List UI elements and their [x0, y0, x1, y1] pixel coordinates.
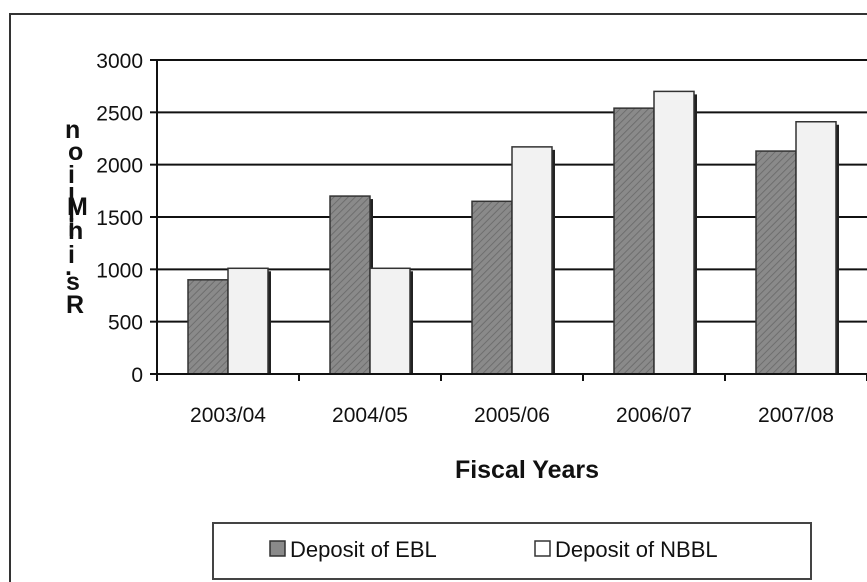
y-tick-label: 1500: [96, 207, 143, 230]
x-tick-label: 2004/05: [332, 404, 408, 427]
x-tick-label: 2003/04: [190, 404, 266, 427]
y-tick-label: 3000: [96, 50, 143, 73]
y-axis-title-glyph: l: [68, 200, 75, 228]
y-axis-title-glyph: i: [68, 214, 75, 242]
x-tick-label: 2005/06: [474, 404, 550, 427]
y-tick-label: 2000: [96, 155, 143, 178]
y-axis-title-glyph: i: [68, 161, 75, 189]
bar: [795, 121, 837, 375]
legend-swatch: [534, 540, 551, 557]
legend-label: Deposit of EBL: [290, 537, 437, 562]
y-axis-title-glyph: R: [66, 291, 84, 319]
bar: [187, 279, 229, 375]
bar: [511, 146, 553, 375]
y-tick-labels: 0 500 1000 1500 2000 2500 3000: [96, 50, 143, 387]
legend: Deposit of EBL Deposit of NBBL: [212, 522, 812, 580]
bar: [369, 267, 411, 375]
y-axis-title-glyph: .: [65, 253, 72, 281]
y-axis-title-glyph: M: [67, 193, 88, 221]
x-tick-labels: 2003/04 2004/05 2005/06 2006/07 2007/08: [190, 404, 834, 427]
legend-swatch: [269, 540, 286, 557]
y-axis-title-glyph: n: [68, 217, 83, 245]
y-axis-title-glyph: o: [68, 138, 83, 166]
legend-box: [212, 522, 812, 580]
y-tick-label: 1000: [96, 259, 143, 282]
bar: [653, 90, 695, 375]
y-tick-label: 500: [108, 312, 143, 335]
bar: [613, 107, 655, 375]
bar: [755, 150, 797, 375]
bar: [227, 267, 269, 375]
x-tick-label: 2006/07: [616, 404, 692, 427]
y-tick-label: 2500: [96, 102, 143, 125]
bar: [329, 195, 371, 375]
y-axis-title-glyph: i: [68, 241, 75, 269]
axes: [150, 59, 867, 381]
bars: [187, 90, 839, 375]
y-tick-label: 0: [131, 364, 143, 387]
x-tick-label: 2007/08: [758, 404, 834, 427]
chart-frame: [9, 13, 867, 582]
y-axis-title-glyph: s: [66, 268, 80, 296]
bar: [471, 200, 513, 375]
x-axis-title: Fiscal Years: [455, 456, 599, 484]
legend-label: Deposit of NBBL: [555, 537, 718, 562]
y-axis-title-glyph: l: [68, 183, 75, 211]
y-axis-title-glyph: n: [65, 116, 80, 144]
